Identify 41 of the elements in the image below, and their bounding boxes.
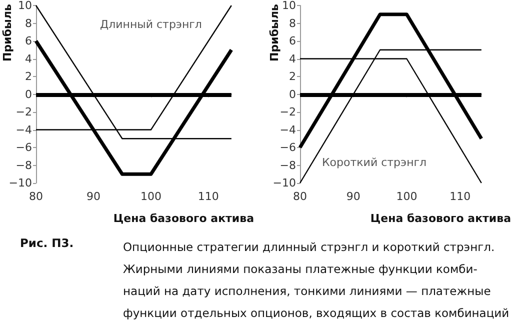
text: функции отдельных опционов, входящих в состав комбинаций	[123, 305, 510, 322]
text: наций на дату исполнения, тонкими линиями — платежные	[123, 283, 492, 300]
text: Короткий стрэнгл	[322, 156, 427, 169]
y-tick-label: 2	[25, 70, 32, 83]
y-axis-title: Прибыль	[1, 4, 14, 62]
y-tick-label: 6	[25, 34, 32, 48]
x-tick-label: 80	[293, 190, 307, 203]
y-tick-label: −4	[280, 123, 296, 136]
y-tick-label: 6	[289, 34, 296, 48]
y-axis-title: Прибыль	[268, 4, 281, 62]
y-tick-label: −8	[16, 158, 32, 172]
x-tick-label: 90	[86, 190, 100, 203]
y-tick-label: −6	[280, 141, 296, 154]
x-tick-label: 100	[140, 190, 162, 203]
y-tick-label: 8	[25, 16, 32, 30]
x-tick-label: 90	[346, 190, 360, 203]
y-tick-label: 10	[282, 0, 296, 12]
y-tick-label: −10	[8, 176, 32, 190]
y-tick-label: −4	[16, 123, 32, 136]
y-tick-label: 0	[289, 88, 296, 101]
x-axis-title: Цена базового актива	[370, 212, 511, 225]
y-tick-label: 10	[18, 0, 32, 12]
x-tick-label: 110	[198, 190, 219, 203]
text: Длинный стрэнгл	[100, 18, 202, 31]
y-tick-label: −2	[16, 106, 32, 118]
text: Жирными линиями показаны платежные функции комби-	[123, 261, 478, 278]
x-tick-label: 100	[396, 190, 418, 203]
y-tick-label: 4	[289, 52, 296, 66]
x-tick-label: 80	[29, 190, 43, 203]
text: Рис. П3.	[20, 236, 74, 250]
y-tick-label: −2	[280, 106, 296, 118]
y-tick-label: 8	[289, 16, 296, 30]
y-tick-label: 4	[25, 52, 32, 66]
y-tick-label: 0	[25, 88, 32, 101]
y-tick-label: −8	[280, 158, 296, 172]
x-axis-title: Цена базового актива	[113, 212, 254, 225]
x-tick-label: 110	[450, 190, 471, 203]
text: Опционные стратегии длинный стрэнгл и короткий стрэнгл.	[123, 239, 496, 256]
y-tick-label: −10	[272, 176, 296, 190]
y-tick-label: −6	[16, 141, 32, 154]
y-tick-label: 2	[289, 70, 296, 83]
